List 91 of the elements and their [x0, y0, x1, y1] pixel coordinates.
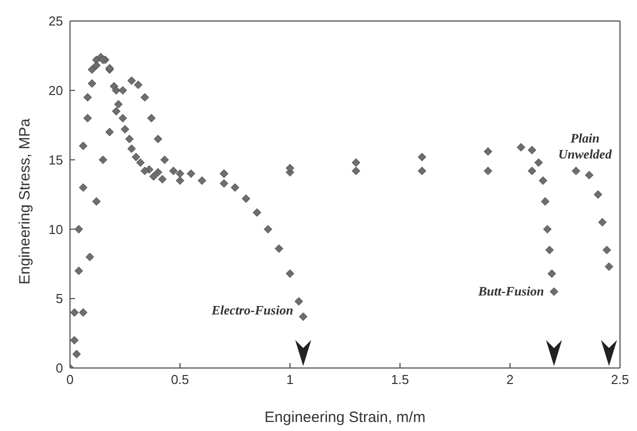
point	[418, 152, 426, 162]
series-label: Butt-Fusion	[477, 284, 544, 299]
point	[114, 100, 123, 109]
point	[78, 142, 88, 150]
point	[418, 166, 426, 176]
point	[528, 146, 536, 154]
x-tick-label: 0.5	[170, 372, 190, 388]
point	[136, 158, 145, 167]
y-tick-label: 10	[48, 222, 63, 237]
y-tick-label: 20	[48, 83, 63, 98]
point	[105, 128, 114, 136]
point	[160, 156, 169, 164]
point	[83, 114, 92, 122]
point	[484, 147, 492, 156]
point	[286, 269, 294, 278]
y-axis-title: Engineering Stress, MPa	[16, 118, 34, 284]
point	[83, 93, 92, 102]
point	[70, 308, 79, 317]
point	[550, 287, 558, 296]
x-axis-title: Engineering Strain, m/m	[264, 409, 426, 426]
point	[169, 166, 178, 176]
point	[134, 80, 142, 90]
point	[140, 93, 150, 102]
point	[198, 176, 206, 185]
point	[602, 246, 612, 254]
point	[274, 244, 284, 253]
point	[98, 156, 108, 164]
point	[584, 170, 594, 180]
point	[176, 169, 184, 178]
point	[545, 246, 554, 254]
x-tick-label: 2	[506, 372, 514, 388]
point	[88, 79, 96, 88]
point	[70, 336, 79, 344]
x-tick-label: 0	[66, 372, 74, 388]
x-tick-label: 1	[286, 372, 294, 388]
y-tick-label: 15	[48, 152, 63, 168]
point	[118, 114, 128, 122]
point	[176, 176, 184, 185]
point	[92, 197, 101, 206]
point	[548, 269, 556, 278]
point	[543, 224, 552, 234]
point	[572, 166, 580, 176]
point	[74, 266, 84, 276]
point	[540, 197, 550, 206]
series-label: Plain Unwelded	[558, 130, 612, 162]
point	[352, 166, 360, 176]
y-tick-label: 0	[56, 360, 63, 376]
point	[86, 252, 94, 262]
point	[78, 183, 88, 192]
point	[112, 106, 120, 116]
point	[125, 134, 134, 144]
point	[154, 134, 162, 144]
point	[484, 166, 492, 176]
y-tick-label: 5	[56, 291, 63, 306]
x-tick-label: 1.5	[390, 372, 410, 388]
point	[252, 208, 262, 217]
point	[538, 176, 548, 185]
point	[352, 158, 360, 167]
point	[158, 174, 167, 184]
point	[598, 218, 607, 227]
point	[186, 169, 196, 178]
point	[147, 114, 156, 122]
point	[78, 308, 88, 317]
point	[74, 224, 84, 234]
point	[264, 224, 272, 234]
point	[220, 179, 228, 188]
point	[242, 194, 250, 203]
point	[294, 297, 304, 306]
y-tick-label: 25	[48, 14, 63, 29]
point	[154, 168, 162, 177]
point	[72, 350, 81, 358]
point	[127, 144, 136, 153]
point	[112, 86, 120, 95]
point	[604, 262, 614, 271]
point	[88, 65, 96, 74]
point	[516, 143, 526, 152]
point	[149, 172, 158, 181]
point	[594, 190, 602, 199]
point	[92, 61, 101, 70]
point	[140, 166, 150, 176]
point	[127, 76, 136, 85]
point	[286, 164, 294, 172]
point	[528, 166, 536, 176]
point	[534, 158, 543, 167]
point	[298, 312, 308, 321]
point	[118, 86, 128, 95]
point	[120, 125, 130, 134]
x-tick-label: 2.5	[610, 372, 630, 388]
point	[230, 183, 240, 192]
series-label: Electro-Fusion	[210, 302, 294, 318]
point	[132, 152, 140, 162]
